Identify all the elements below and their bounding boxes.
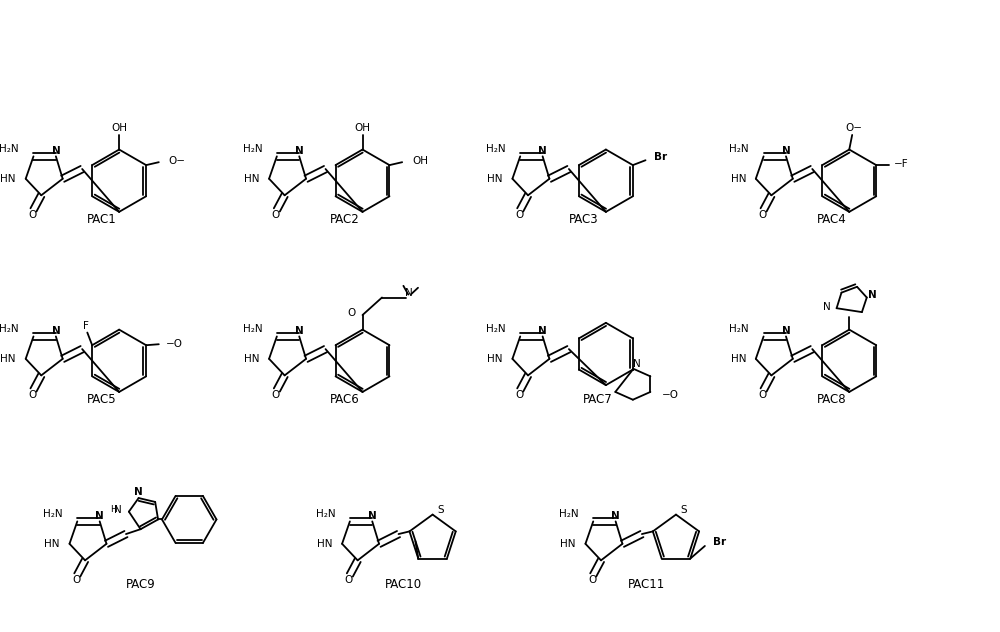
Text: N: N [295,326,304,336]
Text: PAC7: PAC7 [583,393,613,406]
Text: HN: HN [317,539,332,549]
Text: O: O [588,575,596,585]
Text: OH: OH [355,123,371,133]
Text: HN: HN [0,354,16,364]
Text: N: N [95,511,104,521]
Text: PAC4: PAC4 [817,213,847,226]
Text: O: O [272,391,280,400]
Text: O: O [515,210,523,220]
Text: H₂N: H₂N [486,324,506,334]
Text: HN: HN [487,174,503,184]
Text: O: O [515,391,523,400]
Text: HN: HN [0,174,16,184]
Text: N: N [52,326,60,336]
Text: N: N [611,511,620,521]
Text: O: O [347,308,356,318]
Text: O: O [28,391,37,400]
Text: N: N [52,146,60,156]
Text: H: H [110,505,117,514]
Text: N: N [868,289,877,300]
Text: O: O [272,210,280,220]
Text: N: N [782,146,790,156]
Text: PAC2: PAC2 [330,213,360,226]
Text: O−: O− [846,123,863,133]
Text: H₂N: H₂N [243,143,262,154]
Text: PAC5: PAC5 [87,393,116,406]
Text: H₂N: H₂N [243,324,262,334]
Text: PAC6: PAC6 [330,393,360,406]
Text: O: O [758,210,767,220]
Text: PAC11: PAC11 [628,578,665,591]
Text: Br: Br [654,152,667,162]
Text: HN: HN [244,354,259,364]
Text: O−: O− [169,156,186,166]
Text: H₂N: H₂N [559,509,579,519]
Text: O: O [345,575,353,585]
Text: PAC10: PAC10 [385,578,422,591]
Text: HN: HN [44,539,60,549]
Text: O: O [758,391,767,400]
Text: N: N [823,302,831,312]
Text: N: N [405,288,413,298]
Text: S: S [437,505,444,514]
Text: HN: HN [731,174,746,184]
Text: HN: HN [487,354,503,364]
Text: PAC1: PAC1 [87,213,117,226]
Text: HN: HN [560,539,576,549]
Text: PAC9: PAC9 [126,578,155,591]
Text: OH: OH [111,123,127,133]
Text: H₂N: H₂N [729,143,749,154]
Text: PAC3: PAC3 [569,213,598,226]
Text: N: N [114,505,122,514]
Text: H₂N: H₂N [486,143,506,154]
Text: H₂N: H₂N [0,324,19,334]
Text: H₂N: H₂N [729,324,749,334]
Text: HN: HN [244,174,259,184]
Text: HN: HN [731,354,746,364]
Text: N: N [633,359,641,368]
Text: N: N [368,511,377,521]
Text: N: N [538,146,547,156]
Text: H₂N: H₂N [0,143,19,154]
Text: −O: −O [662,390,679,400]
Text: F: F [83,320,89,331]
Text: Br: Br [713,537,726,547]
Text: O: O [72,575,80,585]
Text: S: S [681,505,687,514]
Text: N: N [295,146,304,156]
Text: O: O [28,210,37,220]
Text: N: N [782,326,790,336]
Text: −F: −F [894,159,908,169]
Text: H₂N: H₂N [43,509,63,519]
Text: H₂N: H₂N [316,509,335,519]
Text: N: N [538,326,547,336]
Text: −O: −O [166,339,183,349]
Text: PAC8: PAC8 [817,393,847,406]
Text: N: N [134,487,143,497]
Text: OH: OH [412,156,428,166]
